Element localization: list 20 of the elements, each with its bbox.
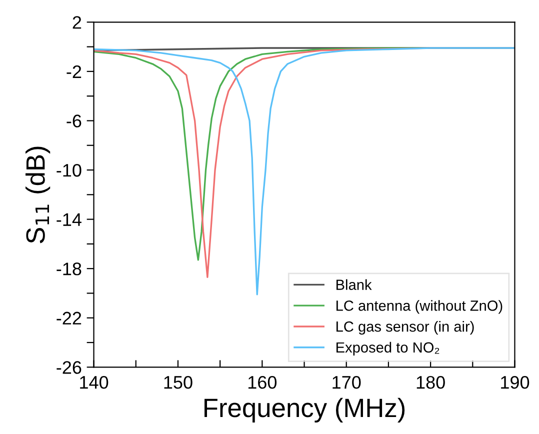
x-tick-label: 180 (416, 376, 445, 389)
x-tick-label: 190 (501, 376, 530, 389)
x-tick-label: 140 (80, 376, 108, 389)
legend-label: LC gas sensor (in air) (336, 321, 474, 335)
y-tick-label: -14 (56, 213, 82, 226)
legend-label: Blank (336, 279, 372, 290)
y-tick-label: -26 (56, 361, 82, 374)
y-tick-label: -6 (66, 114, 82, 128)
y-tick-label: -22 (56, 312, 82, 324)
x-tick-label: 160 (248, 376, 277, 389)
y-tick-label: 2 (72, 16, 82, 29)
x-tick-label: 170 (332, 376, 361, 389)
y-tick-label: -18 (56, 262, 82, 276)
legend-label: LC antenna (without ZnO) (336, 300, 502, 314)
y-tick-label: -10 (56, 164, 82, 177)
legend-label: Exposed to NO₂ (336, 342, 440, 356)
y-tick-label: -2 (66, 65, 82, 78)
x-axis-title: Frequency (MHz) (204, 398, 405, 422)
y-axis-title: S$_{11}$ (dB) (26, 146, 50, 244)
x-tick-label: 150 (164, 376, 192, 389)
